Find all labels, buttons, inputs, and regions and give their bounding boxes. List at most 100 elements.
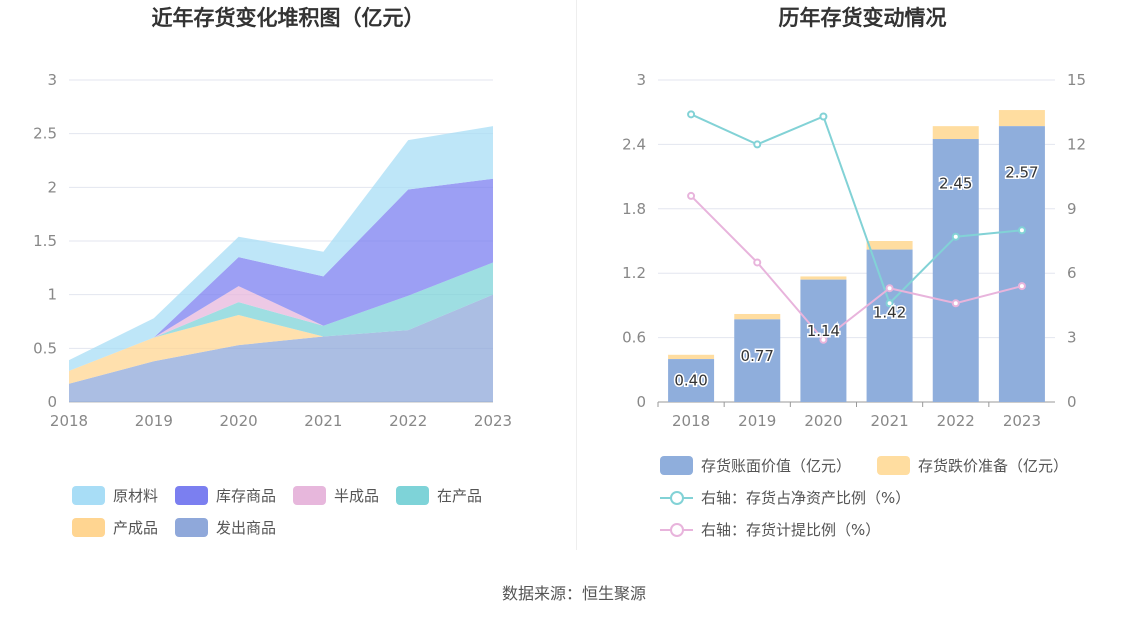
legend-item[interactable]: 右轴：存货占净资产比例（%） bbox=[660, 487, 910, 508]
y-tick-label: 0 bbox=[47, 393, 57, 411]
legend-item[interactable]: 存货跌价准备（亿元） bbox=[877, 455, 1068, 476]
book-value-bar bbox=[998, 126, 1045, 403]
line-point bbox=[951, 299, 960, 308]
y-tick-label: 0.6 bbox=[622, 329, 646, 347]
legend-swatch bbox=[175, 518, 208, 537]
legend-label: 存货跌价准备（亿元） bbox=[918, 457, 1069, 475]
x-tick-label: 2019 bbox=[738, 412, 776, 430]
legend-label: 右轴：存货计提比例（%） bbox=[701, 521, 881, 539]
line-point bbox=[951, 232, 960, 241]
book-value-bar bbox=[932, 139, 979, 403]
area-在产品 bbox=[69, 262, 493, 371]
x-tick-label: 2021 bbox=[870, 412, 908, 430]
line-point bbox=[687, 110, 696, 119]
legend-label: 发出商品 bbox=[216, 519, 277, 537]
legend-swatch bbox=[660, 520, 693, 539]
left-chart-title: 近年存货变化堆积图（亿元） bbox=[151, 6, 425, 30]
x-tick-label: 2018 bbox=[50, 412, 88, 430]
y-tick-label: 1.2 bbox=[622, 264, 646, 282]
y-tick-label: 1.8 bbox=[622, 200, 646, 218]
y-tick-label: 3 bbox=[47, 71, 57, 89]
bar-value-label: 2.57 bbox=[1005, 164, 1038, 182]
area-库存商品 bbox=[69, 178, 493, 371]
provision-bar bbox=[734, 313, 781, 320]
bar-value-label: 1.14 bbox=[807, 322, 840, 340]
area-产成品 bbox=[69, 294, 493, 384]
stacked-area-chart-panel: 近年存货变化堆积图（亿元） 0 0.5 1 1.5 2 2.5 3 2018 2019 2020 2… bbox=[0, 0, 576, 560]
area-发出商品 bbox=[69, 294, 493, 402]
y2-tick-label: 6 bbox=[1067, 264, 1077, 282]
line-point bbox=[687, 191, 696, 200]
bar-value-label: 0.77 bbox=[741, 347, 774, 365]
legend-swatch bbox=[660, 456, 693, 475]
stacked-area-chart: 0 0.5 1 1.5 2 2.5 3 2018 2019 2020 2021 2022 2023 bbox=[33, 71, 512, 430]
x-tick-label: 2022 bbox=[389, 412, 427, 430]
y-tick-label: 3 bbox=[636, 71, 646, 89]
bar-value-label: 2.45 bbox=[939, 174, 972, 192]
bar-line-chart: 0 0.6 1.2 1.8 2.4 3 0 3 6 9 12 15 2018 2019 2020 2021 20… bbox=[622, 71, 1086, 430]
line-point bbox=[819, 112, 828, 121]
legend-label: 在产品 bbox=[437, 487, 483, 505]
provision-bar bbox=[800, 276, 847, 280]
x-tick-label: 2019 bbox=[135, 412, 173, 430]
y2-tick-label: 9 bbox=[1067, 200, 1077, 218]
line-point bbox=[819, 335, 828, 344]
legend-item[interactable]: 产成品 bbox=[72, 517, 158, 538]
x-tick-label: 2021 bbox=[304, 412, 342, 430]
legend-label: 半成品 bbox=[334, 487, 380, 505]
legend-item[interactable]: 存货账面价值（亿元） bbox=[660, 455, 851, 476]
x-tick-label: 2020 bbox=[220, 412, 258, 430]
legend-swatch bbox=[396, 486, 429, 505]
legend-swatch bbox=[877, 456, 910, 475]
legend-item[interactable]: 发出商品 bbox=[175, 517, 276, 538]
provision-bar bbox=[932, 126, 979, 140]
y2-tick-label: 0 bbox=[1067, 393, 1077, 411]
y-tick-label: 0.5 bbox=[33, 339, 57, 357]
provision-bar bbox=[668, 354, 715, 360]
legend-item[interactable]: 库存商品 bbox=[175, 485, 276, 506]
panel-divider bbox=[576, 0, 577, 550]
x-tick-label: 2018 bbox=[672, 412, 710, 430]
y2-tick-label: 3 bbox=[1067, 329, 1077, 347]
data-source-note: 数据来源：恒生聚源 bbox=[501, 584, 646, 603]
y2-tick-label: 12 bbox=[1067, 135, 1086, 153]
line-point bbox=[885, 299, 894, 308]
legend-item[interactable]: 原材料 bbox=[72, 485, 158, 506]
bar-value-label: 0.40 bbox=[674, 371, 707, 389]
book-value-bar bbox=[668, 359, 715, 402]
legend-swatch bbox=[72, 486, 105, 505]
bar-value-label: 1.42 bbox=[873, 304, 906, 322]
line-point bbox=[885, 284, 894, 293]
book-value-bar bbox=[734, 319, 781, 402]
legend-swatch bbox=[660, 488, 693, 507]
line-右轴：存货计提比例（%） bbox=[690, 195, 1023, 342]
legend-item[interactable]: 半成品 bbox=[293, 485, 379, 506]
y-tick-label: 0 bbox=[636, 393, 646, 411]
x-tick-label: 2023 bbox=[474, 412, 512, 430]
line-point bbox=[753, 140, 762, 149]
x-tick-label: 2023 bbox=[1003, 412, 1041, 430]
book-value-bar bbox=[866, 249, 913, 402]
bar-line-chart-panel: 历年存货变动情况 0 0.6 1.2 1.8 2.4 3 0 3 6 9 12 15 2018 2019 2… bbox=[577, 0, 1148, 560]
line-point bbox=[753, 258, 762, 267]
legend-label: 右轴：存货占净资产比例（%） bbox=[701, 489, 911, 507]
legend-label: 产成品 bbox=[113, 519, 159, 537]
y-tick-label: 2 bbox=[47, 178, 57, 196]
area-原材料 bbox=[69, 126, 493, 371]
legend-swatch bbox=[293, 486, 326, 505]
y2-tick-label: 15 bbox=[1067, 71, 1086, 89]
x-tick-label: 2022 bbox=[937, 412, 975, 430]
provision-bar bbox=[998, 110, 1045, 127]
x-tick-label: 2020 bbox=[804, 412, 842, 430]
legend-swatch bbox=[72, 518, 105, 537]
y-tick-label: 2.4 bbox=[622, 135, 646, 153]
y-tick-label: 2.5 bbox=[33, 125, 57, 143]
legend-item[interactable]: 在产品 bbox=[396, 485, 482, 506]
legend-label: 库存商品 bbox=[216, 487, 277, 505]
provision-bar bbox=[866, 241, 913, 250]
legend-label: 原材料 bbox=[113, 487, 159, 505]
legend-swatch bbox=[175, 486, 208, 505]
legend-item[interactable]: 右轴：存货计提比例（%） bbox=[660, 519, 880, 540]
y-tick-label: 1.5 bbox=[33, 232, 57, 250]
line-右轴：存货占净资产比例（%） bbox=[690, 113, 1023, 306]
